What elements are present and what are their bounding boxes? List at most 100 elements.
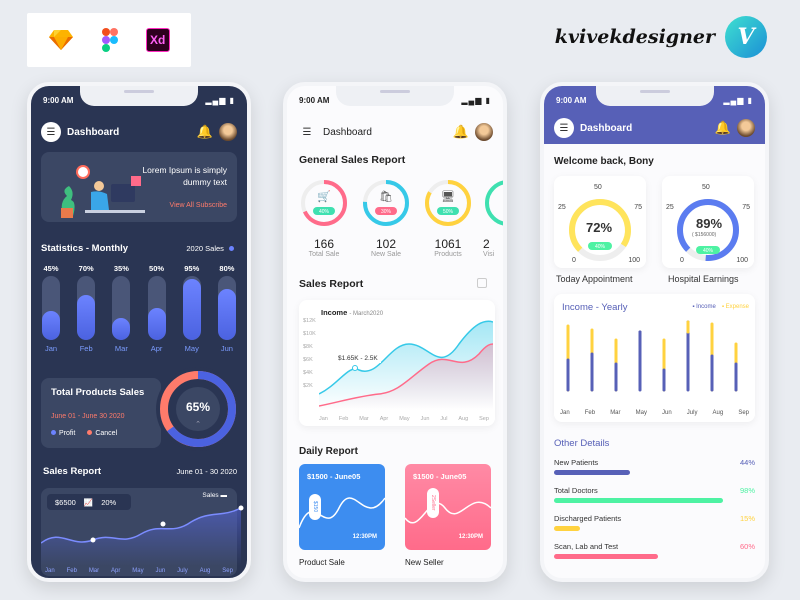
brand: kvivekdesigner V bbox=[555, 16, 767, 58]
bar-may: 95% May bbox=[182, 264, 201, 353]
sales-amount: $6500 bbox=[55, 497, 76, 507]
daily-label: Product Sale bbox=[299, 558, 345, 567]
sketch-icon bbox=[48, 27, 74, 53]
stat-visitors: 2 Visi bbox=[483, 178, 503, 258]
gauge-title: Hospital Earnings bbox=[668, 274, 739, 284]
sales-report-title: Sales Report bbox=[43, 466, 102, 477]
svg-text:30%: 30% bbox=[381, 209, 392, 215]
banner-title: Lorem Ipsum is simply dummy text bbox=[142, 165, 227, 187]
sales-amount-pill: $6500 📈 20% bbox=[47, 494, 131, 510]
other-details-title: Other Details bbox=[554, 438, 610, 449]
svg-text:40%: 40% bbox=[703, 248, 714, 254]
total-products-card: Total Products Sales June 01 - June 30 2… bbox=[41, 378, 161, 448]
bar-mar: 35% Mar bbox=[112, 264, 131, 353]
avatar[interactable] bbox=[475, 123, 493, 141]
adobe-xd-icon: Xd bbox=[145, 28, 170, 52]
gauge-title: Today Appointment bbox=[556, 274, 633, 284]
detail-total-doctors: Total Doctors 98% bbox=[554, 486, 755, 510]
income-yearly-chart: Income - Yearly ▪ Income ▪ Expense Jan Fe… bbox=[554, 294, 755, 422]
sales-legend: Sales ▬ bbox=[202, 492, 227, 499]
bell-icon[interactable]: 🔔 bbox=[196, 124, 213, 139]
stat-label: Products bbox=[434, 251, 462, 258]
bar-feb: 70% Feb bbox=[77, 264, 96, 353]
gauge-earnings: 40% 50 25 75 0 100 89% ( $156000) bbox=[662, 176, 754, 268]
stat-number: 102 bbox=[375, 237, 397, 251]
bell-icon[interactable]: 🔔 bbox=[714, 120, 731, 135]
welcome-text: Welcome back, Bony bbox=[554, 156, 654, 167]
x-axis: Jan Feb Mar Apr May Jun Jul Aug Sep bbox=[319, 416, 489, 422]
svg-text:50%: 50% bbox=[443, 209, 454, 215]
signal-battery-icon: ▂▄▆ ▮ bbox=[205, 96, 235, 105]
phone-notch bbox=[80, 86, 198, 106]
monthly-bar-chart: 45% Jan 70% Feb 35% Mar 50% Apr 95% May 80% Ju… bbox=[41, 264, 237, 358]
svg-text:40%: 40% bbox=[595, 244, 606, 250]
phone-dark-dashboard: 9:00 AM ▂▄▆ ▮ ☰ Dashboard 🔔 Lorem Ipsum … bbox=[27, 82, 251, 582]
daily-card-new-seller[interactable]: $1500 - June05 2Seller 12:30PM bbox=[405, 464, 491, 550]
status-time: 9:00 AM bbox=[299, 96, 330, 105]
avatar[interactable] bbox=[737, 119, 755, 137]
menu-icon[interactable]: ☰ bbox=[41, 122, 61, 142]
detail-new-patients: New Patients 44% bbox=[554, 458, 755, 482]
stat-total-sale: 🛒 40% 166 Total Sale bbox=[299, 178, 349, 258]
stat-label: New Sale bbox=[371, 251, 401, 258]
phone-hospital-dashboard: 9:00 AM ▂▄▆ ▮ ☰ Dashboard 🔔 Welcome back… bbox=[540, 82, 769, 582]
legend-cancel: Cancel bbox=[87, 430, 117, 437]
svg-text:⌃: ⌃ bbox=[195, 421, 201, 428]
svg-text:40%: 40% bbox=[319, 209, 330, 215]
growth-chart-icon: 📈 bbox=[83, 497, 94, 507]
app-header: ☰ Dashboard 🔔 bbox=[297, 120, 493, 144]
statistics-title: Statistics - Monthly bbox=[41, 243, 129, 254]
products-donut-chart: ⌃ bbox=[156, 367, 240, 451]
app-header: ☰ Dashboard 🔔 bbox=[41, 120, 237, 144]
header-title: Dashboard bbox=[580, 122, 633, 134]
brand-logo-icon: V bbox=[725, 16, 767, 58]
total-products-title: Total Products Sales bbox=[51, 387, 145, 398]
status-time: 9:00 AM bbox=[556, 96, 587, 105]
y-axis: $12K $10K $8K $6K $4K $2K bbox=[303, 318, 316, 389]
gauge-appointment: 40% 50 25 75 0 100 72% bbox=[554, 176, 646, 268]
svg-text:🛍: 🛍 bbox=[379, 190, 393, 203]
detail-discharged: Discharged Patients 15% bbox=[554, 514, 755, 538]
sales-report-title: Sales Report bbox=[299, 278, 364, 290]
sales-line-chart bbox=[41, 505, 244, 566]
design-tools-card: Xd bbox=[27, 13, 191, 67]
header-title: Dashboard bbox=[67, 126, 120, 138]
general-sales-title: General Sales Report bbox=[299, 154, 406, 166]
income-title: Income - March2020 bbox=[321, 308, 384, 317]
svg-text:🖥: 🖥 bbox=[441, 190, 455, 203]
status-bar: 9:00 AM ▂▄▆ ▮ bbox=[556, 96, 753, 105]
sales-report-card: $6500 📈 20% Sales ▬ Jan Feb Mar Apr May Jun Jul… bbox=[41, 488, 244, 576]
bar-apr: 50% Apr bbox=[147, 264, 166, 353]
workspace-illustration-icon bbox=[61, 165, 145, 218]
daily-label: New Seller bbox=[405, 558, 444, 567]
stats-legend: 2020 Sales bbox=[186, 244, 237, 253]
phone-light-sales: 9:00 AM ▂▄▆ ▮ ☰ Dashboard 🔔 General Sale… bbox=[283, 82, 507, 582]
stat-products: 🖥 50% 1061 Products bbox=[423, 178, 473, 258]
menu-icon[interactable]: ☰ bbox=[554, 118, 574, 138]
sales-x-axis: Jan Feb Mar Apr May Jun July Aug Sep bbox=[45, 568, 233, 574]
stat-number: 2 bbox=[483, 237, 490, 251]
yearly-x-axis: Jan Feb Mar May Jun July Aug Sep bbox=[560, 410, 749, 416]
daily-card-product-sale[interactable]: $1500 - June05 $150 12:30PM bbox=[299, 464, 385, 550]
stat-label: Visi bbox=[483, 251, 495, 258]
signal-battery-icon: ▂▄▆ ▮ bbox=[461, 96, 491, 105]
menu-icon[interactable]: ☰ bbox=[302, 126, 312, 138]
stat-label: Total Sale bbox=[308, 251, 340, 258]
yearly-title: Income - Yearly bbox=[562, 302, 628, 313]
stat-number: 1061 bbox=[434, 237, 462, 251]
gauge-value: 89% bbox=[696, 216, 723, 231]
daily-report-title: Daily Report bbox=[299, 446, 358, 457]
status-bar: 9:00 AM ▂▄▆ ▮ bbox=[43, 96, 235, 105]
detail-scan-lab: Scan, Lab and Test 60% bbox=[554, 542, 755, 566]
bell-icon[interactable]: 🔔 bbox=[452, 124, 469, 139]
bar-jun: 80% Jun bbox=[217, 264, 236, 353]
view-all-subscribe-link[interactable]: View All Subscribe bbox=[169, 202, 227, 209]
promo-banner: Lorem Ipsum is simply dummy text View Al… bbox=[41, 152, 237, 222]
legend-profit: Profit bbox=[51, 430, 75, 437]
income-area-chart: Income - March2020 $12K $10K $8K $6K $4K $2K … bbox=[299, 300, 495, 426]
gauge-value: 72% bbox=[586, 220, 613, 235]
avatar[interactable] bbox=[219, 123, 237, 141]
chart-tooltip: $1.65K - 2.5K bbox=[335, 354, 381, 363]
expand-icon[interactable] bbox=[477, 278, 487, 288]
status-time: 9:00 AM bbox=[43, 96, 74, 105]
